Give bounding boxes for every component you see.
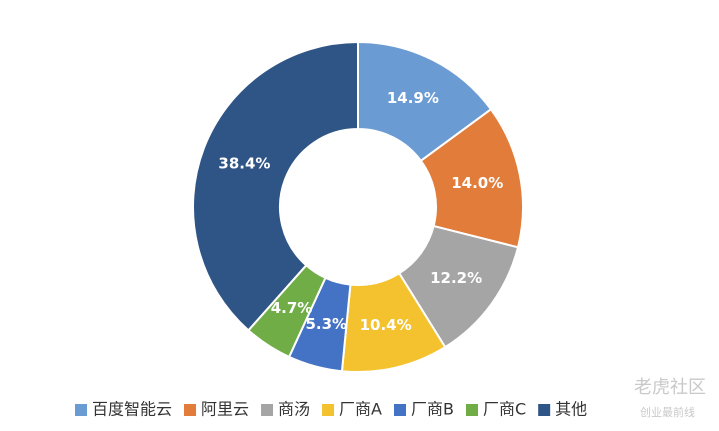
legend-marker: [394, 404, 406, 416]
watermark-title: 老虎社区: [634, 377, 706, 398]
value-label: 14.0%: [451, 174, 503, 192]
donut-slice: [192, 40, 359, 332]
legend-label: 厂商C: [483, 400, 526, 419]
legend-marker: [75, 404, 87, 416]
value-label: 5.3%: [305, 315, 347, 333]
legend-label: 其他: [555, 400, 587, 419]
legend-marker: [465, 404, 478, 416]
legend-marker: [184, 404, 197, 416]
legend-label: 阿里云: [201, 400, 249, 419]
legend-label: 厂商B: [411, 400, 454, 419]
legend-label: 商汤: [278, 400, 310, 419]
legend-label: 百度智能云: [92, 400, 172, 419]
value-label: 14.9%: [387, 89, 439, 107]
legend-marker: [322, 404, 335, 416]
legend-marker: [261, 404, 274, 416]
value-label: 38.4%: [218, 154, 270, 172]
value-label: 4.7%: [271, 299, 313, 317]
legend-marker: [538, 404, 551, 416]
value-label: 12.2%: [430, 269, 482, 287]
value-label: 10.4%: [360, 316, 412, 334]
watermark-subtitle: 创业最前线: [640, 405, 695, 419]
donut-slice: [357, 40, 493, 163]
legend-label: 厂商A: [339, 400, 382, 419]
